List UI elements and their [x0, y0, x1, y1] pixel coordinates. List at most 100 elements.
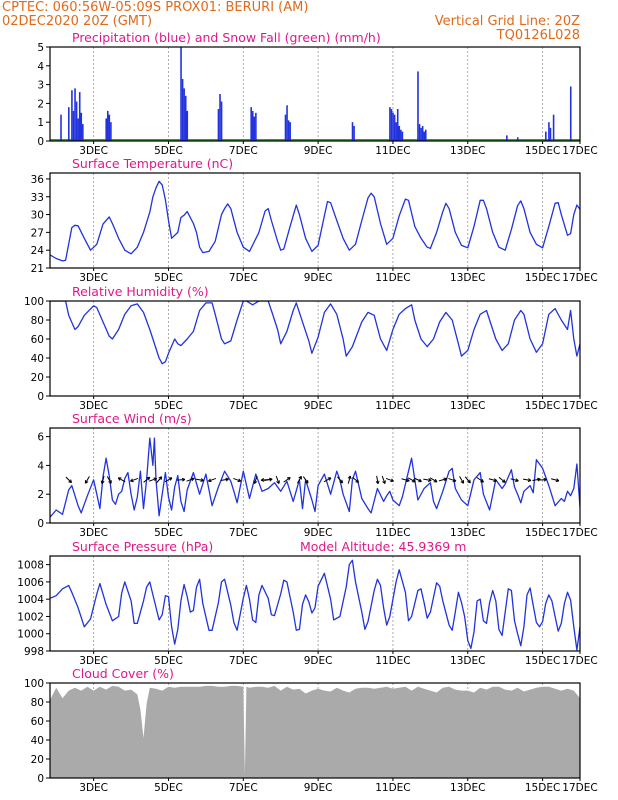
- precipitation-bar: [393, 114, 396, 141]
- x-tick-label: 17DEC: [562, 527, 597, 539]
- x-tick-label: 11DEC: [375, 782, 410, 794]
- y-tick-label: 40: [31, 735, 44, 747]
- y-tick-label: 2: [37, 489, 44, 501]
- x-tick-label: 9DEC: [304, 272, 333, 284]
- y-tick-label: 0: [37, 518, 44, 530]
- x-tick-label: 13DEC: [450, 272, 485, 284]
- wind-direction-arrow: [498, 476, 506, 483]
- y-tick-label: 1: [37, 117, 44, 129]
- x-tick-label: 17DEC: [562, 145, 597, 157]
- precipitation-bar: [110, 122, 112, 141]
- wind-line: [50, 437, 580, 518]
- temperature-panel: 3DEC 5DEC 7DEC 9DEC 11DEC 13DEC 15DEC 17DEC 21 24…: [31, 172, 598, 284]
- precipitation-bar: [75, 101, 78, 141]
- precipitation-bar: [68, 107, 70, 141]
- precip-panel: 3DEC 5DEC 7DEC 9DEC 11DEC 13DEC 15DEC 17DEC 0 1 2 3…: [37, 42, 597, 157]
- cloud-cover-area: [50, 685, 580, 778]
- x-tick-label: 7DEC: [229, 272, 258, 284]
- wind-direction-arrow: [233, 477, 242, 483]
- wind-direction-arrow: [476, 477, 484, 483]
- y-tick-label: 1004: [17, 594, 44, 606]
- precipitation-bar: [552, 114, 555, 141]
- wind-direction-arrow: [401, 478, 410, 483]
- y-tick-label: 1008: [17, 560, 44, 572]
- wind-direction-arrow: [385, 477, 394, 483]
- x-tick-label: 3DEC: [79, 655, 108, 667]
- humidity-line: [50, 301, 580, 365]
- wind-direction-arrow: [130, 477, 139, 483]
- y-tick-label: 33: [31, 192, 44, 204]
- humidity-panel: 3DEC 5DEC 7DEC 9DEC 11DEC 13DEC 15DEC 17DEC 0 20 4…: [24, 296, 598, 412]
- precipitation-bar: [395, 122, 397, 141]
- x-tick-label: 7DEC: [229, 655, 258, 667]
- temperature-title: Surface Temperature (nC): [72, 156, 233, 171]
- wind-direction-arrow: [407, 477, 416, 483]
- y-tick-label: 0: [37, 773, 44, 785]
- y-tick-label: 60: [31, 716, 44, 728]
- x-tick-label: 13DEC: [450, 400, 485, 412]
- x-tick-label: 15DEC: [525, 400, 560, 412]
- wind-direction-arrow: [438, 477, 448, 482]
- x-tick-label: 7DEC: [229, 782, 258, 794]
- x-tick-label: 13DEC: [450, 145, 485, 157]
- x-tick-label: 7DEC: [229, 400, 258, 412]
- y-tick-label: 1000: [17, 629, 44, 641]
- y-tick-label: 36: [31, 174, 45, 186]
- x-tick-label: 15DEC: [525, 272, 560, 284]
- wind-direction-arrow: [164, 477, 173, 483]
- precipitation-bar: [423, 131, 426, 141]
- precipitation-bar: [516, 137, 519, 141]
- x-tick-label: 5DEC: [154, 527, 183, 539]
- precipitation-bar: [418, 124, 421, 141]
- plot-frame: [49, 300, 581, 397]
- y-tick-label: 998: [24, 646, 44, 658]
- x-tick-label: 3DEC: [79, 400, 108, 412]
- pressure-title: Surface Pressure (hPa): [72, 539, 213, 554]
- wind-panel: 3DEC 5DEC 7DEC 9DEC 11DEC 13DEC 15DEC 17DEC 0 2 4 6: [37, 427, 598, 539]
- wind-direction-arrow: [275, 475, 280, 484]
- wind-direction-arrow: [323, 477, 332, 483]
- wind-direction-arrow: [464, 476, 471, 484]
- precip-title: Precipitation (blue) and Snow Fall (gree…: [72, 30, 381, 45]
- precipitation-bar: [78, 92, 81, 141]
- plot-frame: [49, 682, 581, 779]
- precipitation-bar: [289, 122, 291, 141]
- precipitation-bar: [181, 78, 184, 141]
- precipitation-bar: [180, 47, 182, 141]
- x-tick-label: 11DEC: [375, 400, 410, 412]
- x-tick-label: 11DEC: [375, 145, 410, 157]
- wind-direction-arrow: [106, 476, 112, 484]
- wind-direction-arrow: [253, 475, 258, 484]
- precipitation-bar: [398, 125, 401, 141]
- x-tick-label: 13DEC: [450, 782, 485, 794]
- precipitation-bar: [82, 124, 84, 141]
- y-tick-label: 30: [31, 210, 44, 222]
- precipitation-bar: [353, 125, 355, 141]
- y-tick-label: 100: [24, 678, 44, 690]
- wind-direction-arrow: [423, 478, 432, 483]
- wind-direction-arrow: [459, 476, 465, 484]
- precipitation-bar: [286, 105, 288, 141]
- wind-direction-arrow: [143, 476, 151, 483]
- x-tick-label: 3DEC: [79, 782, 108, 794]
- precipitation-bar: [417, 71, 419, 141]
- x-tick-label: 5DEC: [154, 782, 183, 794]
- wind-direction-arrow: [448, 477, 457, 483]
- y-tick-label: 24: [31, 245, 45, 257]
- x-tick-label: 3DEC: [79, 527, 108, 539]
- x-tick-label: 9DEC: [304, 145, 333, 157]
- header-date: 02DEC2020 20Z (GMT): [2, 14, 152, 29]
- wind-direction-arrow: [429, 477, 438, 483]
- wind-title: Surface Wind (m/s): [72, 411, 192, 426]
- wind-direction-arrow: [488, 478, 497, 483]
- x-tick-label: 15DEC: [525, 527, 560, 539]
- precipitation-bar: [396, 109, 399, 141]
- x-tick-label: 17DEC: [562, 400, 597, 412]
- wind-direction-arrow: [65, 476, 73, 484]
- x-tick-label: 9DEC: [304, 527, 333, 539]
- wind-direction-arrow: [414, 477, 422, 483]
- wind-direction-arrow: [195, 478, 204, 483]
- y-tick-label: 0: [37, 136, 44, 148]
- wind-direction-arrow: [352, 476, 360, 483]
- y-tick-label: 60: [31, 334, 44, 346]
